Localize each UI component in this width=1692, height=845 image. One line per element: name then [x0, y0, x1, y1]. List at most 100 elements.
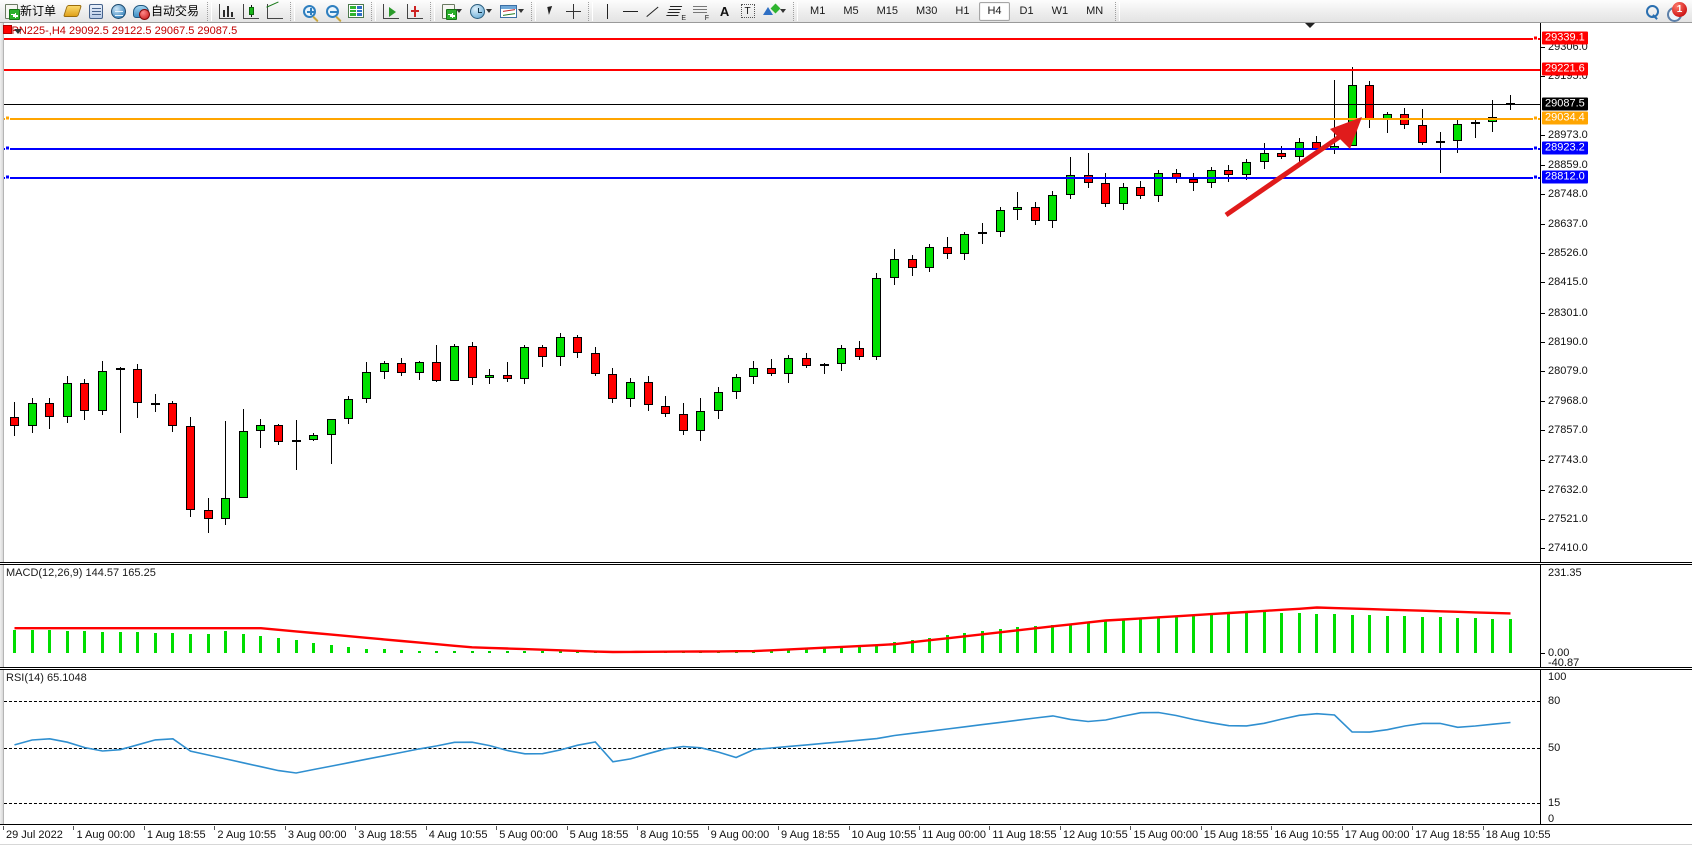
timeframe-m5[interactable]: M5: [843, 5, 859, 17]
new-order-button[interactable]: 新订单: [3, 1, 60, 22]
macd-histogram-bar: [488, 651, 492, 654]
zoom-out-button[interactable]: [322, 1, 343, 22]
horizontal-line-button[interactable]: [620, 1, 641, 22]
toolbar-separator: [531, 1, 537, 21]
price-tag-pivot-line[interactable]: 29034.4: [1542, 111, 1588, 125]
candle-body: [62, 383, 72, 418]
price-tag-support-line[interactable]: 28812.0: [1542, 170, 1588, 184]
time-axis[interactable]: 29 Jul 2022 1 Aug 00:00 1 Aug 18:55 2 Aug 1…: [0, 826, 1692, 845]
line-chart-button[interactable]: [264, 1, 286, 22]
price-level-handle[interactable]: [1533, 174, 1538, 180]
candlestick-chart-button[interactable]: [240, 1, 262, 22]
macd-histogram-bar: [1174, 616, 1178, 654]
rsi-scrollbar[interactable]: [0, 670, 4, 824]
timeframe-h4[interactable]: H4: [979, 1, 1010, 21]
auto-trading-button[interactable]: 自动交易: [131, 1, 203, 22]
macd-pane[interactable]: MACD(12,26,9) 144.57 165.25 231.35 0.00 -4…: [0, 564, 1692, 669]
vertical-line-button[interactable]: [597, 1, 618, 22]
candle-body: [274, 424, 283, 443]
fibonacci-button[interactable]: [666, 1, 688, 22]
grid-button[interactable]: [345, 1, 367, 22]
candle-body: [995, 209, 1005, 233]
macd-histogram-bar: [945, 635, 949, 654]
price-level-line[interactable]: [4, 118, 1540, 121]
timeframe-w1[interactable]: W1: [1051, 5, 1069, 17]
chart-area[interactable]: JPN225-,H4 29092.5 29122.5 29067.5 29087…: [0, 23, 1692, 845]
price-level-handle[interactable]: [1533, 145, 1538, 151]
channel-icon: [693, 4, 709, 22]
rsi-pane[interactable]: RSI(14) 65.1048 100 80 50 15 0: [0, 669, 1692, 825]
alerts-button[interactable]: 1: [1664, 1, 1689, 22]
price-axis-label: 28415.0: [1548, 276, 1588, 289]
timeframe-mn[interactable]: MN: [1086, 5, 1104, 17]
candle: [643, 23, 653, 562]
candle: [414, 23, 424, 562]
shift-start-button[interactable]: [380, 1, 402, 22]
candle-body: [837, 347, 847, 365]
timeframe-m1[interactable]: M1: [810, 5, 826, 17]
object-handle-marker[interactable]: [3, 25, 12, 34]
price-tag-resistance-line[interactable]: 29339.1: [1542, 31, 1588, 45]
timeframe-h1[interactable]: H1: [955, 5, 970, 17]
market-book-button[interactable]: [85, 1, 106, 22]
price-level-handle-left[interactable]: [5, 174, 10, 180]
price-level-handle[interactable]: [1533, 115, 1538, 121]
rsi-line: [14, 711, 1511, 774]
chart-scrollbar[interactable]: [0, 23, 4, 562]
price-level-line[interactable]: [4, 177, 1540, 180]
price-tag-support-line[interactable]: 28923.2: [1542, 141, 1588, 155]
price-level-handle-left[interactable]: [5, 115, 10, 121]
price-tag-resistance-line[interactable]: 29221.6: [1542, 62, 1588, 76]
periods-button[interactable]: [467, 1, 495, 22]
candle: [802, 23, 811, 562]
candle: [133, 23, 143, 562]
rsi-plot[interactable]: [4, 670, 1540, 824]
candle-wick: [225, 421, 227, 526]
text-button[interactable]: A: [714, 1, 735, 22]
bar-chart-button[interactable]: [216, 1, 238, 22]
timeframe-m30[interactable]: M30: [916, 5, 938, 17]
timeframe-d1[interactable]: D1: [1019, 5, 1034, 17]
chevron-down-icon[interactable]: [518, 9, 525, 13]
zoom-in-button[interactable]: [299, 1, 320, 22]
candle: [1048, 23, 1058, 562]
candle: [1453, 23, 1463, 562]
candle-body: [942, 247, 952, 255]
crosshair-button[interactable]: [563, 1, 584, 22]
main-toolbar: 新订单 自动交易: [0, 0, 1692, 23]
macd-histogram-bar: [1421, 616, 1424, 654]
text-label-button[interactable]: T: [737, 1, 758, 22]
candle: [1118, 23, 1128, 562]
macd-scrollbar[interactable]: [0, 565, 4, 667]
shapes-button[interactable]: [760, 1, 789, 22]
price-level-handle-left[interactable]: [5, 145, 10, 151]
channel-button[interactable]: [690, 1, 712, 22]
price-level-line[interactable]: [4, 104, 1540, 106]
trendline-button[interactable]: [643, 1, 664, 22]
price-tag-last-price[interactable]: 29087.5: [1542, 97, 1588, 111]
price-pane[interactable]: JPN225-,H4 29092.5 29122.5 29067.5 29087…: [0, 23, 1692, 563]
search-button[interactable]: [1641, 1, 1662, 22]
candle: [749, 23, 759, 562]
price-level-line[interactable]: [4, 37, 1540, 40]
price-axis-tick: [1541, 194, 1545, 196]
price-level-handle[interactable]: [1533, 35, 1538, 41]
price-level-line[interactable]: [4, 147, 1540, 150]
chart-collapse-icon[interactable]: [14, 29, 22, 34]
candle: [1418, 23, 1427, 562]
gold-button[interactable]: [62, 1, 83, 22]
macd-plot[interactable]: [4, 565, 1540, 667]
indicators-button[interactable]: [439, 1, 465, 22]
shift-end-button[interactable]: [404, 1, 426, 22]
chevron-down-icon[interactable]: [456, 9, 463, 13]
price-axis[interactable]: 29306.0 29195.0 28973.0 28859.0 28748.0 28637…: [1540, 23, 1692, 562]
price-plot[interactable]: [4, 23, 1540, 562]
rsi-axis-label: 15: [1548, 796, 1561, 809]
globe-button[interactable]: [108, 1, 129, 22]
chevron-down-icon[interactable]: [486, 9, 493, 13]
chevron-down-icon[interactable]: [780, 9, 787, 13]
cursor-button[interactable]: [540, 1, 561, 22]
timeframe-m15[interactable]: M15: [876, 5, 898, 17]
templates-button[interactable]: [497, 1, 527, 22]
price-level-line[interactable]: [4, 68, 1540, 71]
